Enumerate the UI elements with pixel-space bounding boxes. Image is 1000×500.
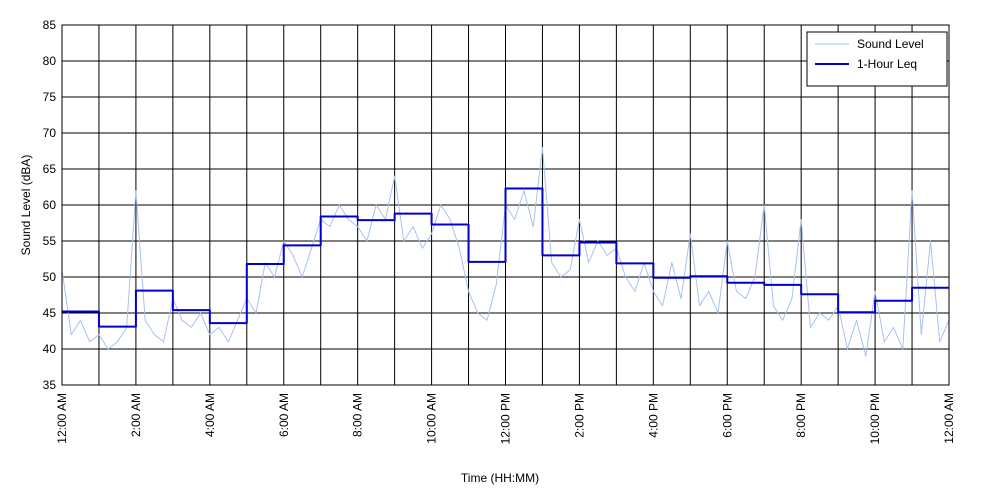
y-tick-label: 80: [43, 54, 57, 68]
x-tick-label: 6:00 AM: [277, 393, 291, 437]
legend-label: 1-Hour Leq: [857, 57, 917, 71]
x-tick-label: 12:00 AM: [55, 393, 69, 444]
x-tick-label: 8:00 AM: [351, 393, 365, 437]
y-tick-label: 45: [43, 306, 57, 320]
x-tick-label: 2:00 AM: [129, 393, 143, 437]
series-line: [62, 187, 949, 328]
x-tick-label: 12:00 AM: [942, 393, 956, 444]
x-tick-label: 12:00 PM: [499, 393, 513, 444]
legend: Sound Level 1-Hour Leq: [806, 31, 948, 87]
x-tick-label: 2:00 PM: [572, 393, 586, 438]
x-tick-label: 8:00 PM: [794, 393, 808, 438]
y-tick-label: 35: [43, 378, 57, 392]
y-tick-label: 60: [43, 198, 57, 212]
y-axis-label: Sound Level (dBA): [19, 155, 33, 256]
y-tick-label: 55: [43, 234, 57, 248]
y-tick-label: 75: [43, 90, 57, 104]
y-tick-label: 50: [43, 270, 57, 284]
legend-box: [806, 31, 948, 87]
y-tick-label: 70: [43, 126, 57, 140]
y-tick-label: 65: [43, 162, 57, 176]
x-axis-label: Time (HH:MM): [461, 471, 539, 485]
plot-frame: [61, 24, 950, 386]
x-tick-label: 6:00 PM: [720, 393, 734, 438]
x-tick-label: 4:00 AM: [203, 393, 217, 437]
x-tick-label: 4:00 PM: [646, 393, 660, 438]
y-tick-label: 85: [43, 18, 57, 32]
x-tick-label: 10:00 AM: [425, 393, 439, 444]
y-tick-label: 40: [43, 342, 57, 356]
legend-label: Sound Level: [857, 37, 924, 51]
x-tick-label: 10:00 PM: [868, 393, 882, 444]
